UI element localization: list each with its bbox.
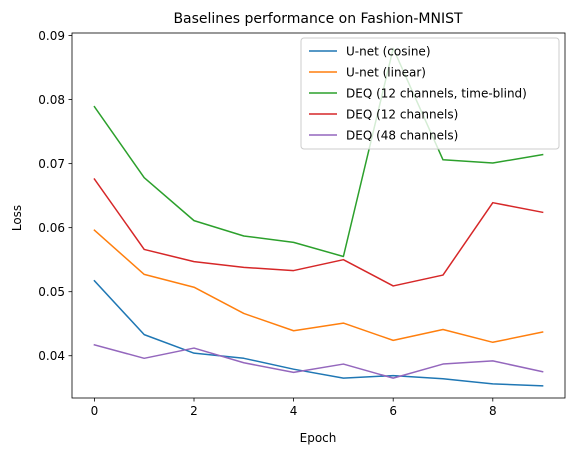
- legend-label-2: DEQ (12 channels, time-blind): [346, 86, 527, 100]
- legend-label-3: DEQ (12 channels): [346, 107, 458, 121]
- y-tick-label-1: 0.05: [38, 285, 65, 299]
- legend-label-1: U-net (linear): [346, 65, 426, 79]
- x-tick-label-1: 2: [190, 404, 198, 418]
- x-tick-label-2: 4: [290, 404, 298, 418]
- legend: U-net (cosine) U-net (linear) DEQ (12 chan…: [301, 38, 559, 149]
- y-tick-label-5: 0.09: [38, 29, 65, 43]
- y-axis-label: Loss: [10, 205, 24, 231]
- legend-label-4: DEQ (48 channels): [346, 128, 458, 142]
- x-tick-label-0: 0: [91, 404, 99, 418]
- x-tick-label-3: 6: [389, 404, 397, 418]
- y-tick-label-2: 0.06: [38, 221, 65, 235]
- chart-title: Baselines performance on Fashion-MNIST: [173, 11, 463, 27]
- x-tick-label-4: 8: [489, 404, 497, 418]
- y-tick-label-4: 0.08: [38, 93, 65, 107]
- x-axis-label: Epoch: [300, 431, 337, 445]
- y-tick-label-0: 0.04: [38, 349, 65, 363]
- legend-label-0: U-net (cosine): [346, 44, 431, 58]
- y-tick-label-3: 0.07: [38, 157, 65, 171]
